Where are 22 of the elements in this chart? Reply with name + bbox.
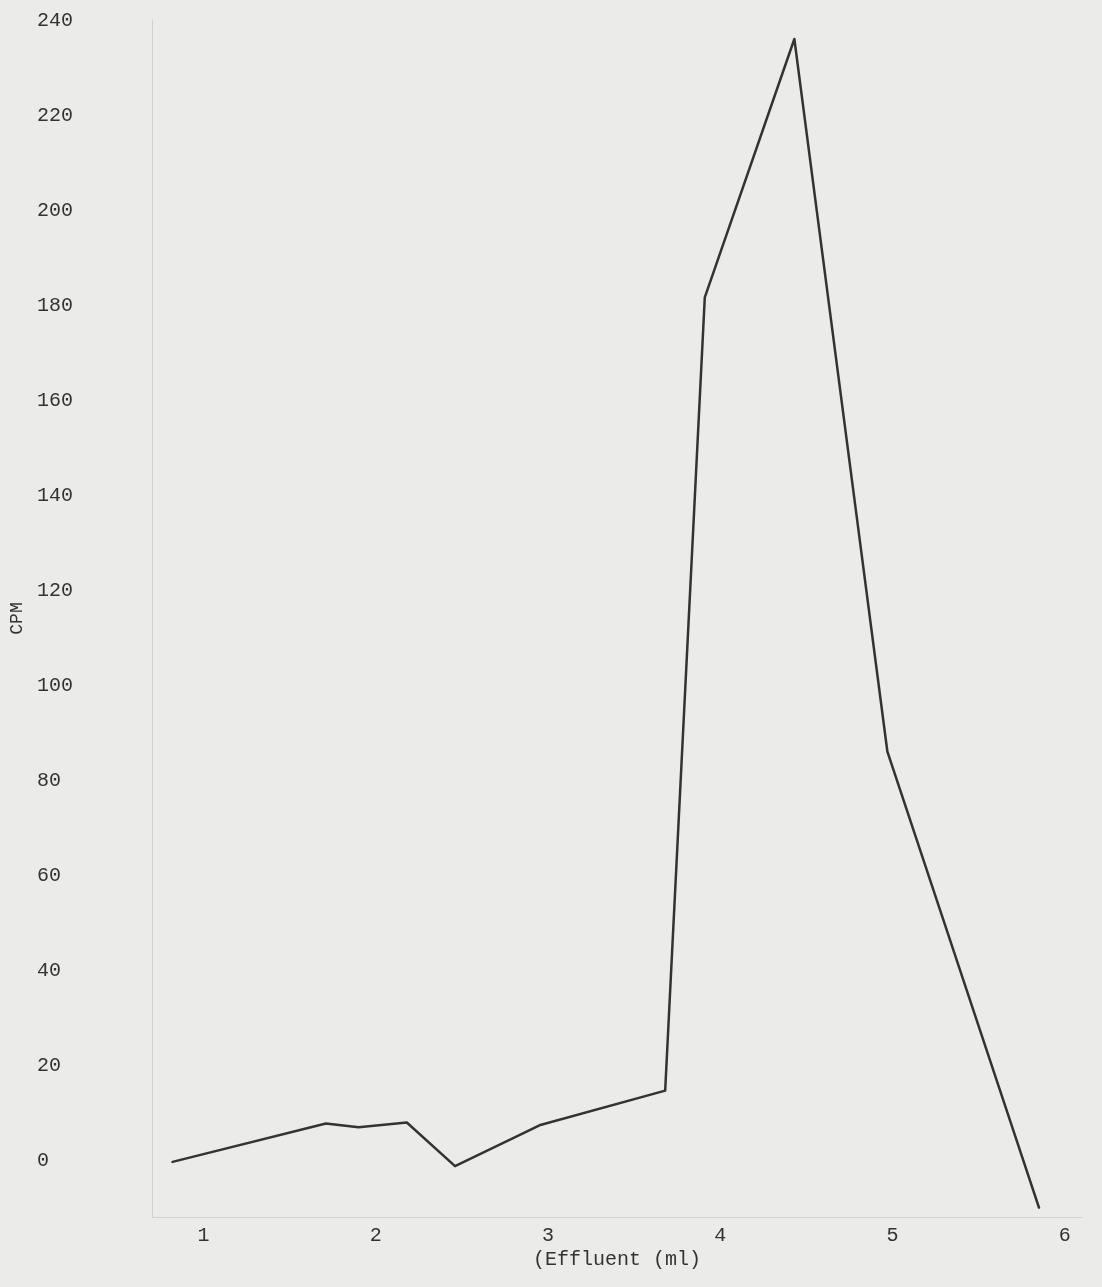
x-tick-label: 2 [369, 1223, 382, 1247]
y-tick-label: 20 [36, 1053, 61, 1077]
y-tick-label: 0 [36, 1148, 49, 1172]
y-tick-label: 100 [36, 673, 73, 697]
y-tick-label: 180 [36, 293, 73, 317]
x-axis-title: (Effluent (ml) [532, 1248, 701, 1272]
line-series [171, 37, 1041, 1209]
y-tick-label: 160 [36, 388, 73, 412]
x-tick-label: 5 [886, 1223, 899, 1247]
y-tick-label: 40 [36, 958, 61, 982]
y-axis-title: CPM [7, 602, 27, 635]
y-tick-label: 200 [36, 198, 73, 222]
y-tick-label: 60 [36, 863, 61, 887]
y-tick-label: 80 [36, 768, 61, 792]
x-tick-label: 1 [197, 1223, 210, 1247]
y-tick-label: 120 [36, 578, 73, 602]
x-tick-label: 3 [542, 1223, 555, 1247]
x-tick-label: 4 [714, 1223, 727, 1247]
x-tick-label: 6 [1058, 1223, 1071, 1247]
y-tick-label: 240 [36, 8, 73, 32]
y-tick-label: 140 [36, 483, 73, 507]
y-tick-label: 220 [36, 103, 73, 127]
